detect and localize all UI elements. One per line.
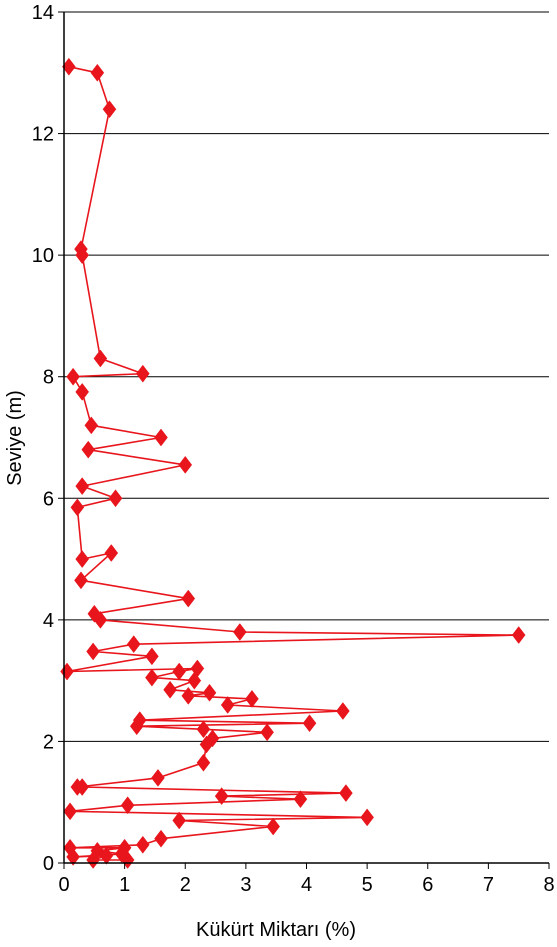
data-point-marker <box>220 696 235 714</box>
data-point-marker <box>74 571 88 590</box>
data-point-marker <box>163 680 177 699</box>
data-point-marker <box>145 668 159 687</box>
data-point-marker <box>104 544 119 562</box>
data-point-marker <box>151 768 165 787</box>
data-point-marker <box>63 802 77 821</box>
data-point-marker <box>86 851 100 869</box>
data-point-marker <box>81 440 96 459</box>
data-point-marker <box>75 477 90 496</box>
data-point-marker <box>266 817 280 836</box>
data-point-marker <box>202 683 217 702</box>
data-point-marker <box>181 589 196 608</box>
data-point-marker <box>66 367 80 386</box>
data-point-marker <box>181 686 196 705</box>
y-tick-label: 2 <box>43 731 54 753</box>
x-tick-label: 6 <box>422 874 433 896</box>
data-point-marker <box>511 626 526 644</box>
data-point-marker <box>172 811 187 830</box>
data-point-marker <box>135 364 150 383</box>
x-axis-title: Kükürt Miktarı (%) <box>196 919 356 941</box>
data-point-marker <box>302 714 317 733</box>
data-point-marker <box>126 635 141 654</box>
y-tick-label: 0 <box>43 853 54 875</box>
data-point-marker <box>232 623 247 641</box>
x-tick-label: 5 <box>362 874 373 896</box>
y-tick-label: 12 <box>32 124 54 146</box>
data-point-marker <box>66 848 80 866</box>
data-point-marker <box>75 550 90 568</box>
data-point-marker <box>154 428 168 447</box>
data-point-marker <box>336 702 350 720</box>
data-point-marker <box>90 63 105 82</box>
y-tick-label: 6 <box>43 488 54 510</box>
data-point-marker <box>199 735 214 754</box>
data-point-marker <box>75 246 90 265</box>
data-point-marker <box>214 787 229 806</box>
data-point-marker <box>178 455 193 474</box>
axes <box>58 11 550 869</box>
data-series <box>60 57 526 869</box>
x-tick-label: 0 <box>58 874 69 896</box>
y-tick-label: 8 <box>43 367 54 389</box>
x-tick-label: 7 <box>483 874 494 896</box>
data-point-marker <box>108 489 123 508</box>
x-tick-label: 4 <box>301 874 312 896</box>
data-point-marker <box>86 642 100 661</box>
y-tick-label: 14 <box>32 2 54 24</box>
data-point-marker <box>75 382 90 401</box>
data-point-marker <box>60 662 74 681</box>
data-point-marker <box>145 647 159 666</box>
data-point-marker <box>102 100 117 119</box>
data-point-marker <box>135 835 150 854</box>
y-tick-label: 10 <box>32 245 54 267</box>
x-tick-label: 2 <box>180 874 191 896</box>
data-point-marker <box>154 829 168 848</box>
x-tick-label: 1 <box>119 874 130 896</box>
x-tick-label: 3 <box>240 874 251 896</box>
data-point-marker <box>196 753 211 772</box>
data-point-marker <box>360 808 374 827</box>
y-axis-title: Seviye (m) <box>4 390 26 486</box>
x-tick-label: 8 <box>543 874 554 896</box>
data-point-marker <box>129 717 144 736</box>
data-point-marker <box>339 784 353 803</box>
data-point-marker <box>120 796 135 815</box>
data-point-marker <box>84 416 99 435</box>
y-tick-label: 4 <box>43 610 54 632</box>
data-point-marker <box>172 662 187 681</box>
data-point-marker <box>93 610 108 629</box>
data-point-marker <box>260 723 274 742</box>
data-point-marker <box>70 498 85 517</box>
data-point-marker <box>93 349 108 368</box>
data-point-marker <box>196 720 211 739</box>
data-point-marker <box>75 778 90 796</box>
data-point-marker <box>99 846 114 865</box>
data-point-marker <box>245 689 259 708</box>
data-point-marker <box>187 671 202 690</box>
data-point-marker <box>293 790 308 809</box>
